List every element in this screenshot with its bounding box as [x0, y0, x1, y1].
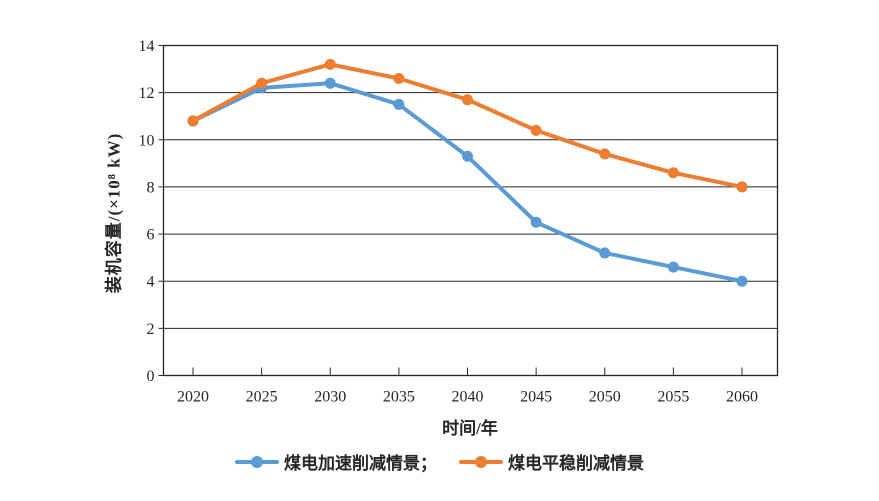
chart-legend: 煤电加速削减情景； 煤电平稳削减情景	[0, 449, 879, 474]
x-tick-label: 2045	[520, 389, 552, 406]
data-point-marker	[462, 150, 473, 162]
x-tick-label: 2040	[452, 389, 484, 406]
legend-label: 煤电平稳削减情景	[508, 454, 644, 473]
x-axis-title: 时间/年	[442, 419, 498, 438]
line-marker-icon	[235, 455, 279, 468]
y-tick-label: 0	[147, 368, 155, 385]
y-tick-label: 14	[139, 38, 155, 55]
x-tick-label: 2050	[589, 389, 621, 406]
legend-label: 煤电加速削减情景；	[284, 454, 437, 473]
data-point-marker	[324, 58, 336, 70]
data-point-marker	[256, 77, 268, 89]
legend-item-accelerated-reduction: 煤电加速削减情景；	[235, 449, 437, 474]
data-point-marker	[187, 115, 199, 127]
y-axis-title: 装机容量/(×10⁸ kW)	[104, 132, 124, 294]
series-line	[191, 62, 744, 189]
y-tick-label: 2	[147, 321, 155, 338]
data-point-marker	[393, 73, 405, 84]
data-point-marker	[599, 148, 611, 160]
data-point-marker	[530, 216, 542, 228]
x-tick-label: 2055	[657, 389, 689, 406]
x-tick-label: 2030	[314, 389, 346, 406]
x-tick-label: 2035	[383, 389, 415, 406]
data-point-marker	[462, 94, 473, 106]
line-marker-icon	[459, 455, 503, 468]
data-point-marker	[393, 98, 405, 110]
y-tick-label: 6	[147, 227, 155, 244]
series-line	[191, 81, 744, 284]
plot-border	[162, 44, 779, 377]
x-tick-label: 2020	[177, 389, 209, 406]
data-point-marker	[599, 247, 611, 259]
y-tick-label: 12	[139, 85, 155, 102]
y-tick-label: 10	[139, 132, 155, 149]
data-point-marker	[530, 124, 542, 136]
data-point-marker	[736, 181, 748, 193]
data-point-marker	[667, 261, 679, 273]
y-tick-label: 4	[147, 274, 155, 291]
x-tick-label: 2025	[246, 389, 278, 406]
y-tick-label: 8	[147, 179, 155, 196]
legend-item-steady-reduction: 煤电平稳削减情景	[459, 449, 644, 474]
data-point-marker	[667, 167, 679, 179]
data-point-marker	[736, 275, 748, 287]
x-tick-label: 2060	[726, 389, 758, 406]
data-point-marker	[324, 77, 336, 89]
